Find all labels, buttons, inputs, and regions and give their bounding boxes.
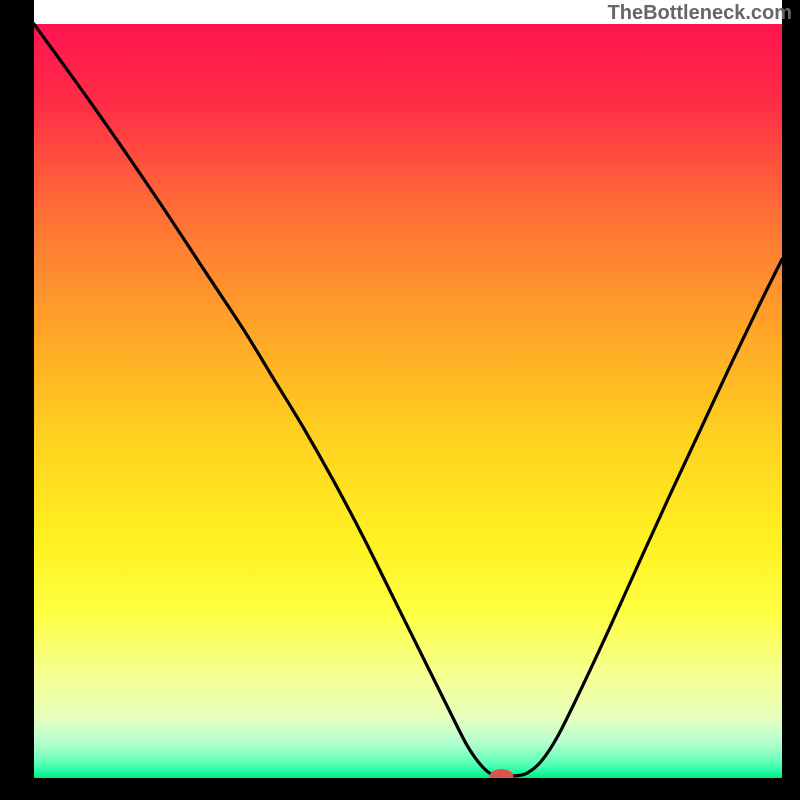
frame-bottom	[0, 778, 800, 800]
chart-svg	[0, 0, 800, 800]
frame-right	[782, 0, 800, 800]
bottleneck-chart: TheBottleneck.com	[0, 0, 800, 800]
plot-background	[34, 24, 782, 778]
frame-left	[0, 0, 34, 800]
watermark-text: TheBottleneck.com	[608, 2, 792, 25]
